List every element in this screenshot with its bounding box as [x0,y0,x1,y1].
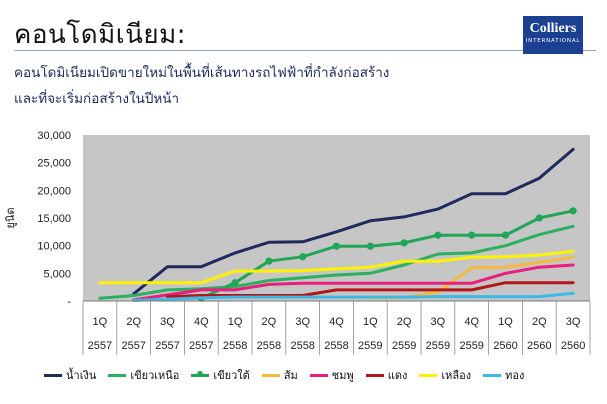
logo-name: Colliers [529,21,577,36]
series-line [132,263,575,302]
series-point [535,214,543,222]
x-tick-label-year: 2559 [358,340,382,352]
legend-item: ส้ม [261,366,298,384]
x-tick-label-year: 2558 [257,340,281,352]
series-layer [98,147,577,302]
axis-layer: - 5,000 10,000 15,000 20,000 25,000 30,000 ยูนิ… [4,130,591,355]
logo-subtitle: INTERNATIONAL [525,38,581,44]
title-divider [14,50,596,51]
legend-item: เขียวใต้ [191,366,250,384]
legend-item: น้ำเงิน [44,366,96,384]
x-tick-label-quarter: 3Q [160,316,175,328]
x-tick-label-quarter: 2Q [532,316,547,328]
series-line [132,291,575,302]
series-point [332,242,341,250]
y-tick-label: 25,000 [37,158,71,170]
legend-item: แดง [365,366,408,384]
x-tick-label-year: 2559 [426,340,450,352]
series-point [434,231,442,239]
legend-swatch [44,373,62,377]
y-tick-label: 15,000 [37,213,71,225]
legend-label: ทอง [505,369,525,382]
x-tick-label-quarter: 3Q [566,316,581,328]
legend: น้ำเงิน เขียวเหนือ เขียวใต้ ส้ม ชมพู แดง เหลือ… [44,366,524,384]
series-point [569,207,577,215]
legend-swatch [483,373,502,377]
x-tick-label-quarter: 3Q [295,316,310,328]
x-tick-label-quarter: 4Q [194,316,209,328]
x-tick-label-year: 2557 [155,340,179,352]
x-tick-label-year: 2557 [121,340,145,352]
series-line [98,224,575,300]
subtitle-line-2: และที่จะเริ่มก่อสร้างในปีหน้า [14,91,180,107]
series-point [400,239,408,247]
x-tick-label-year: 2558 [324,340,348,352]
legend-label: ชมพู [331,369,354,382]
series-point [299,253,307,261]
legend-swatch [419,373,438,377]
y-axis-label: ยูนิต [4,207,17,228]
x-tick-label-quarter: 1Q [93,316,108,328]
series-point [231,279,239,287]
legend-item: ทอง [483,366,524,384]
colliers-logo: Colliers INTERNATIONAL [523,16,583,54]
x-tick-label-quarter: 2Q [262,316,277,328]
series-point [265,257,273,265]
series-line [132,147,575,296]
series-point [366,242,374,250]
legend-label: เหลือง [441,369,472,382]
series-point [468,231,476,239]
x-tick-label-year: 2559 [459,340,483,352]
legend-item: เขียวเหนือ [108,366,179,384]
legend-item: เหลือง [419,366,471,384]
x-tick-label-quarter: 2Q [126,316,141,328]
y-tick-label: 20,000 [37,185,71,197]
series-line [166,281,575,299]
series-line [98,249,575,285]
legend-label: เขียวเหนือ [130,369,180,382]
subtitle-line-1: คอนโดมิเนียมเปิดขายใหม่ในพื้นที่เส้นทางร… [14,65,390,81]
x-tick-label-quarter: 4Q [329,316,344,328]
x-tick-label-quarter: 1Q [498,316,513,328]
legend-swatch [365,373,384,377]
legend-swatch [309,373,328,377]
y-tick-label: 30,000 [37,130,71,142]
y-tick-label: 5,000 [43,268,71,280]
legend-label: ส้ม [283,369,298,382]
x-tick-label-year: 2560 [527,340,551,352]
x-tick-label-quarter: 1Q [228,316,243,328]
x-tick-label-year: 2558 [290,340,314,352]
series-point [501,231,510,239]
page-title: คอนโดมิเนียม: [14,20,187,50]
x-tick-label-quarter: 3Q [431,316,446,328]
x-tick-label-year: 2559 [392,340,416,352]
legend-label: น้ำเงิน [66,369,97,382]
x-tick-label-year: 2560 [493,340,517,352]
legend-label: เขียวใต้ [213,369,250,382]
x-tick-label-year: 2557 [88,340,112,352]
x-tick-label-year: 2558 [223,340,247,352]
legend-swatch [108,373,127,377]
legend-swatch [261,373,280,377]
y-tick-label: 10,000 [37,241,71,253]
y-tick-label: - [67,296,71,308]
x-tick-label-quarter: 4Q [464,316,479,328]
legend-label: แดง [387,369,408,382]
x-tick-label-year: 2557 [189,340,213,352]
x-tick-label-quarter: 2Q [397,316,412,328]
x-tick-label-year: 2560 [561,340,585,352]
legend-item: ชมพู [309,366,354,384]
x-tick-label-quarter: 1Q [363,316,378,328]
series-line [199,209,575,300]
legend-swatch [191,371,210,377]
